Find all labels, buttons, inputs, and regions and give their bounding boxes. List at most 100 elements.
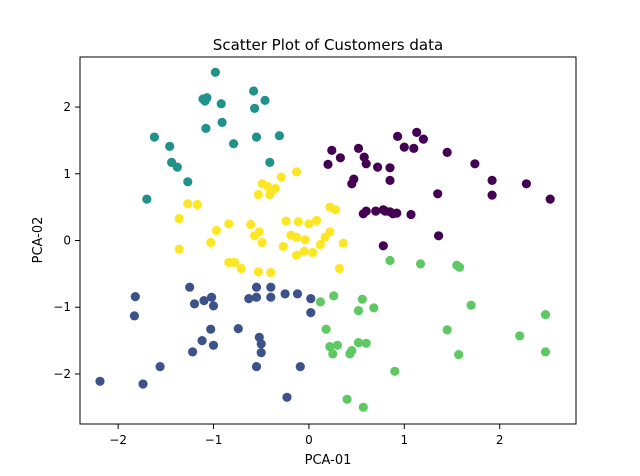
scatter-point: [334, 263, 344, 274]
scatter-point: [487, 175, 497, 185]
scatter-point: [278, 241, 288, 252]
y-tick-label: −1: [53, 300, 71, 314]
scatter-point: [323, 159, 333, 169]
scatter-point: [253, 267, 263, 277]
scatter-point: [521, 179, 532, 189]
scatter-point: [442, 325, 452, 335]
scatter-point: [207, 292, 217, 302]
chart-title: Scatter Plot of Customers data: [213, 36, 443, 54]
scatter-point: [266, 292, 276, 302]
scatter-point: [249, 86, 259, 96]
scatter-point: [291, 232, 302, 242]
scatter-point: [251, 132, 262, 142]
scatter-point: [353, 338, 364, 348]
scatter-point: [142, 194, 152, 204]
scatter-point: [295, 362, 305, 372]
scatter-point: [369, 303, 379, 313]
scatter-point: [210, 67, 220, 77]
scatter-point: [201, 123, 211, 133]
y-tick-label: 1: [63, 167, 71, 181]
scatter-point: [265, 157, 275, 167]
scatter-point: [409, 143, 419, 153]
x-tick-label: 2: [496, 433, 504, 447]
scatter-point: [229, 257, 240, 268]
y-tick-label: −2: [53, 367, 71, 381]
scatter-point: [236, 263, 246, 274]
y-tick-label: 0: [63, 234, 71, 248]
scatter-point: [353, 306, 364, 316]
scatter-point: [291, 250, 302, 260]
scatter-point: [328, 349, 338, 359]
scatter-point: [183, 199, 193, 209]
scatter-point: [246, 219, 256, 230]
scatter-point: [291, 167, 302, 177]
scatter-point: [371, 206, 381, 216]
scatter-point: [274, 131, 284, 141]
scatter-point: [321, 324, 331, 334]
scatter-point: [418, 134, 428, 144]
scatter-point: [325, 342, 335, 352]
scatter-point: [95, 376, 105, 386]
scatter-point: [206, 324, 216, 334]
scatter-point: [189, 299, 200, 309]
scatter-point: [412, 127, 422, 137]
scatter-point: [358, 402, 368, 412]
scatter-point: [244, 294, 254, 304]
scatter-point: [172, 162, 182, 172]
x-axis-label: PCA-01: [305, 453, 352, 468]
scatter-point: [250, 103, 260, 113]
scatter-point: [155, 362, 165, 372]
scatter-point: [199, 296, 209, 306]
y-tick-label: 2: [63, 100, 71, 114]
scatter-point: [257, 237, 267, 248]
scatter-point: [292, 289, 303, 299]
scatter-point: [338, 238, 348, 248]
scatter-point: [265, 189, 275, 200]
scatter-point: [253, 189, 263, 200]
scatter-point: [280, 289, 290, 299]
scatter-point: [315, 297, 325, 307]
scatter-point: [515, 331, 525, 341]
scatter-point: [149, 132, 159, 142]
scatter-point: [455, 262, 465, 272]
scatter-point: [254, 227, 264, 237]
scatter-point: [361, 206, 371, 216]
x-tick-label: −2: [109, 433, 127, 447]
scatter-point: [454, 350, 464, 360]
scatter-point: [138, 379, 148, 389]
scatter-point: [399, 142, 409, 152]
scatter-point: [233, 324, 243, 334]
scatter-point: [385, 163, 395, 173]
scatter-point: [174, 213, 184, 224]
scatter-point: [315, 239, 325, 250]
points-layer: [95, 67, 555, 412]
scatter-point: [347, 179, 357, 189]
scatter-point: [331, 205, 341, 215]
scatter-point: [378, 241, 388, 251]
scatter-point: [256, 339, 266, 349]
scatter-point: [380, 206, 390, 216]
scatter-point: [393, 131, 403, 141]
scatter-point: [217, 117, 227, 127]
scatter-point: [266, 282, 276, 292]
scatter-point: [208, 301, 219, 311]
scatter-point: [347, 346, 357, 356]
scatter-point: [312, 215, 322, 226]
scatter-point: [197, 336, 207, 346]
scatter-point: [192, 199, 202, 210]
scatter-point: [256, 348, 266, 358]
scatter-point: [251, 292, 262, 302]
scatter-point: [353, 143, 364, 153]
scatter-point: [130, 292, 140, 302]
scatter-point: [216, 99, 226, 109]
scatter-point: [208, 340, 219, 350]
scatter-point: [385, 255, 395, 266]
scatter-point: [342, 394, 352, 404]
scatter-point: [329, 291, 339, 301]
y-axis-label: PCA-02: [31, 217, 46, 264]
scatter-point: [327, 145, 337, 155]
scatter-point: [299, 246, 309, 256]
scatter-point: [300, 235, 310, 245]
scatter-point: [306, 294, 316, 304]
